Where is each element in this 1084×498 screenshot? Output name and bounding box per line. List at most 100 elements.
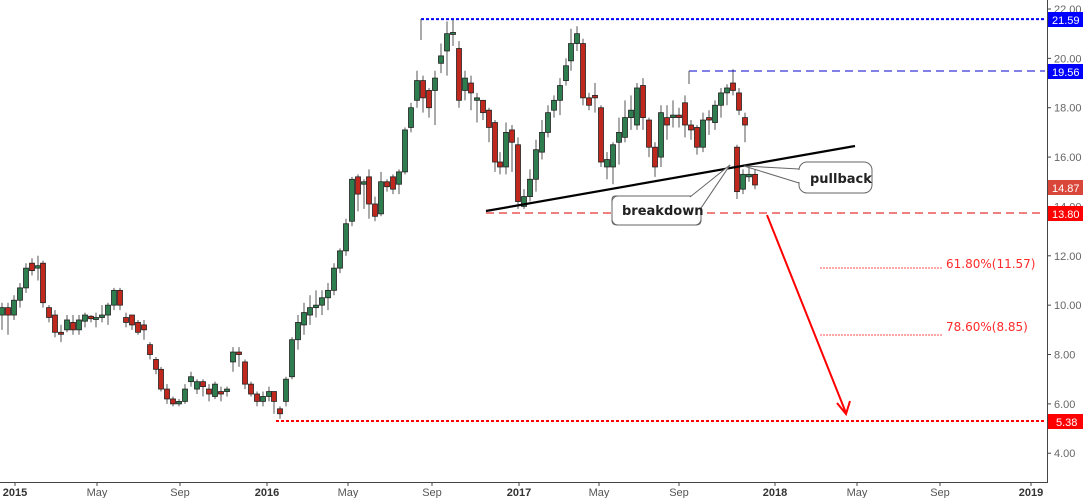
x-tick-label: 2015 [3,487,27,498]
candle [206,384,212,402]
last-price-tag: 14.87 [1048,180,1083,195]
candle [271,391,277,414]
x-tick-label: 2019 [1019,487,1043,498]
candle [355,174,361,212]
y-tick-label: 18.00 [1054,103,1082,115]
candle [450,19,456,47]
svg-text:5.38: 5.38 [1056,417,1077,429]
candle [283,376,289,407]
candles [0,19,758,419]
candle [724,84,730,106]
candle [218,386,224,402]
candle [420,75,426,113]
candle [29,258,35,276]
fib-786: 78.60%(8.85) [820,320,1028,336]
candle [628,95,634,130]
candle [230,347,236,372]
candle [46,305,52,323]
candle [426,87,432,118]
candle [598,105,604,167]
candle [545,105,551,138]
candle [200,379,206,397]
candle [736,87,742,116]
candle [682,95,688,138]
candle [456,41,462,108]
x-tick-label: May [847,487,868,498]
candle [289,337,295,380]
y-tick-label: 4.00 [1054,448,1075,460]
candle [563,58,569,86]
candle [242,359,248,390]
candle [734,144,740,200]
candle [533,139,539,192]
fib-786-label: 78.60%(8.85) [946,320,1028,334]
x-tick-label: Sep [930,487,950,498]
candle [604,152,610,180]
candle [331,263,337,296]
candle [182,384,188,404]
candle [236,347,242,367]
svg-text:13.80: 13.80 [1052,209,1080,221]
candle [718,87,724,118]
candle [40,260,46,308]
svg-text:19.56: 19.56 [1052,67,1080,79]
candle [58,324,64,343]
x-tick-label: Sep [422,487,442,498]
candle [396,169,402,195]
candle [740,169,746,195]
candle [99,305,105,323]
candle [503,122,509,175]
candle [366,169,372,219]
candle [706,110,712,135]
candle [343,218,349,256]
candle [462,70,468,101]
fib-618-label: 61.80%(11.57) [946,257,1035,271]
candle [652,142,658,177]
candle [634,83,640,130]
candle [676,107,682,128]
candle [438,43,444,74]
candle [111,287,117,311]
candle [123,312,129,328]
candle [586,92,592,111]
candle [248,381,254,397]
candle [93,312,99,328]
candle [557,78,563,116]
candle [432,70,438,125]
candle [408,102,414,133]
candle [266,386,272,402]
candle [610,142,616,185]
candle [468,75,474,111]
candle [64,315,70,333]
x-tick-label: Sep [170,487,190,498]
candle [212,381,218,399]
candle [688,120,694,140]
candle [568,28,574,71]
candle [82,312,88,328]
y-tick-label: 16.00 [1054,152,1082,164]
candle [497,152,503,175]
candle [539,120,545,160]
candle [260,391,266,407]
y-axis-ticks: 22.0020.0018.0016.0014.0012.0010.008.006… [1047,4,1082,460]
high-price-tag: 21.59 [1048,12,1083,27]
x-tick-label: Sep [669,487,689,498]
x-tick-label: 2018 [763,487,787,498]
breakdown-callout: breakdown [611,164,731,226]
y-tick-label: 20.00 [1054,53,1082,65]
candle [390,174,396,195]
candle [135,319,141,335]
candle [17,282,23,308]
candle [444,21,450,76]
x-tick-label: May [87,487,108,498]
candle [170,396,176,407]
candle [486,107,492,143]
y-tick-label: 10.00 [1054,300,1082,312]
x-tick-label: May [589,487,610,498]
x-tick-label: 2017 [507,487,531,498]
candle [319,290,325,316]
candle [527,169,533,202]
candle [646,117,652,158]
x-tick-label: May [338,487,359,498]
